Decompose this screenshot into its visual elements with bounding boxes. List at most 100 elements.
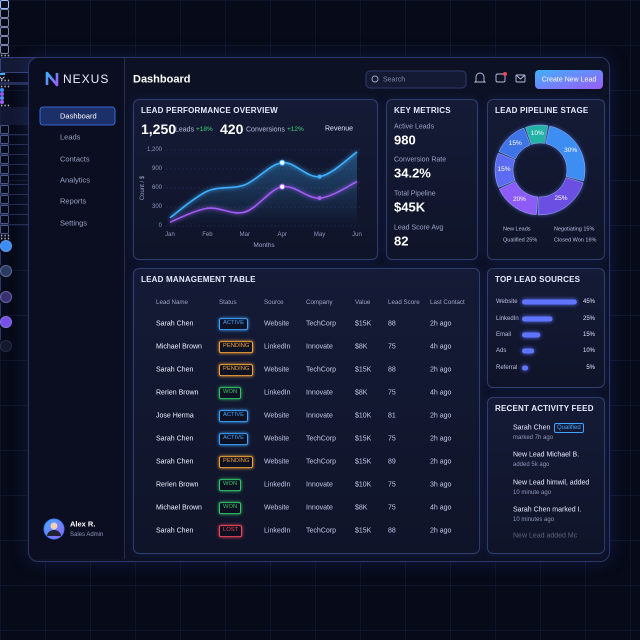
nav-icon (0, 18, 9, 27)
conversions-value: 420 (220, 121, 244, 137)
checkbox[interactable] (0, 134, 9, 144)
donut-label: 25% (554, 195, 568, 202)
activity-icon (0, 290, 12, 303)
nav-active-bg[interactable] (39, 106, 116, 126)
table-cell: Michael Brown (156, 504, 202, 512)
bar (522, 348, 535, 354)
status-badge: WON (219, 502, 242, 514)
donut-label: 10% (530, 129, 544, 137)
table-cell: 2h ago (430, 435, 452, 443)
nav-icon (0, 0, 9, 9)
y-tick-label: 900 (151, 166, 162, 172)
nav-item[interactable]: Contacts (60, 154, 90, 164)
line-point (317, 174, 322, 179)
nav-item[interactable]: Analytics (60, 175, 91, 185)
leads-value: 1,250 (141, 121, 177, 137)
nav-item[interactable]: Leads (60, 132, 81, 142)
nav-item[interactable]: Dashboard (60, 111, 97, 121)
legend-label: Closed Won 16% (554, 237, 597, 244)
donut-slice (498, 127, 531, 160)
table-cell: 2h ago (430, 527, 452, 535)
table-cell: $8K (355, 343, 368, 351)
donut-label: 30% (564, 146, 578, 154)
table-cell: 3h ago (430, 481, 452, 489)
checkbox[interactable] (0, 124, 9, 134)
dropdown-label[interactable]: Revenue (325, 125, 354, 133)
card-title: LEAD PERFORMANCE OVERVIEW (141, 106, 278, 115)
status-badge: PENDING (219, 456, 254, 468)
mail-icon[interactable] (515, 74, 526, 83)
card-menu[interactable] (0, 54, 10, 57)
checkbox[interactable] (0, 174, 9, 184)
checkbox[interactable] (0, 164, 9, 174)
metric-label: Lead Score Avg (394, 224, 444, 232)
line-series (169, 151, 358, 219)
activity-icon (0, 264, 12, 277)
table-cell: $15K (355, 366, 372, 374)
card-menu[interactable] (0, 103, 10, 107)
checkbox[interactable] (0, 184, 9, 194)
timeline (0, 276, 1, 291)
table-cell: $8K (355, 504, 368, 512)
x-tick-label: May (313, 232, 326, 238)
table-cell: Website (264, 412, 290, 420)
table-header: Lead Score (388, 298, 420, 306)
status-badge: LOST (219, 525, 243, 537)
card-menu[interactable] (0, 233, 10, 237)
line-series (169, 180, 358, 223)
card-title: KEY METRICS (394, 106, 451, 115)
checkbox[interactable] (0, 194, 9, 204)
message-icon[interactable] (495, 73, 506, 83)
checkbox[interactable] (0, 224, 9, 234)
x-tick-label: Mar (239, 232, 250, 238)
checkbox[interactable] (0, 144, 9, 154)
table-cell: Website (264, 320, 290, 328)
bar-category: Ads (496, 348, 507, 354)
table-cell: Website (264, 435, 290, 443)
card-menu[interactable] (0, 78, 10, 82)
bar-category: Email (496, 332, 512, 338)
nav-item[interactable]: Settings (60, 218, 88, 228)
search-placeholder[interactable]: Search (383, 76, 406, 84)
checkbox[interactable] (0, 154, 9, 164)
card (386, 99, 478, 260)
table-cell: 4h ago (430, 504, 452, 512)
table-cell: 81 (388, 412, 396, 420)
table-cell: Sarah Chen (156, 435, 194, 443)
search-icon (371, 75, 379, 83)
create-button[interactable]: Create New Lead (541, 76, 597, 84)
card (487, 268, 605, 388)
table-cell: Sarah Chen (156, 458, 194, 466)
table-cell: TechCorp (306, 366, 336, 374)
table-cell: 88 (388, 320, 396, 328)
checkbox[interactable] (0, 214, 9, 224)
card-menu[interactable] (0, 236, 10, 240)
card-title: LEAD MANAGEMENT TABLE (141, 275, 256, 284)
dropdown-icon (0, 73, 5, 75)
card-menu[interactable] (0, 84, 10, 88)
bar-value-label: 25% (582, 316, 595, 322)
nav-item[interactable]: Reports (60, 196, 87, 206)
conversions-change: +12% (287, 125, 304, 133)
table-cell: Sarah Chen (156, 320, 194, 328)
table-cell: 4h ago (430, 389, 452, 397)
bar (522, 332, 541, 338)
activity-icon (0, 339, 12, 352)
metric-label: Active Leads (394, 123, 435, 131)
table-cell: 2h ago (430, 458, 452, 466)
donut-slice (538, 177, 584, 216)
donut-label: 20% (512, 195, 526, 203)
table-cell: Website (264, 504, 290, 512)
x-axis-label: Months (253, 241, 275, 249)
bell-icon[interactable] (473, 72, 487, 83)
table-cell: 88 (388, 366, 396, 374)
table-cell: Rerien Brown (156, 481, 199, 489)
legend-label: Qualified 25% (503, 237, 538, 244)
create-button-bg[interactable] (535, 70, 603, 89)
table-cell: Innovate (306, 504, 333, 512)
metric-label: Total Pipeline (394, 190, 436, 198)
search-box[interactable] (365, 70, 467, 89)
checkbox[interactable] (0, 204, 9, 214)
legend-label: Negotiating 15% (554, 226, 595, 233)
